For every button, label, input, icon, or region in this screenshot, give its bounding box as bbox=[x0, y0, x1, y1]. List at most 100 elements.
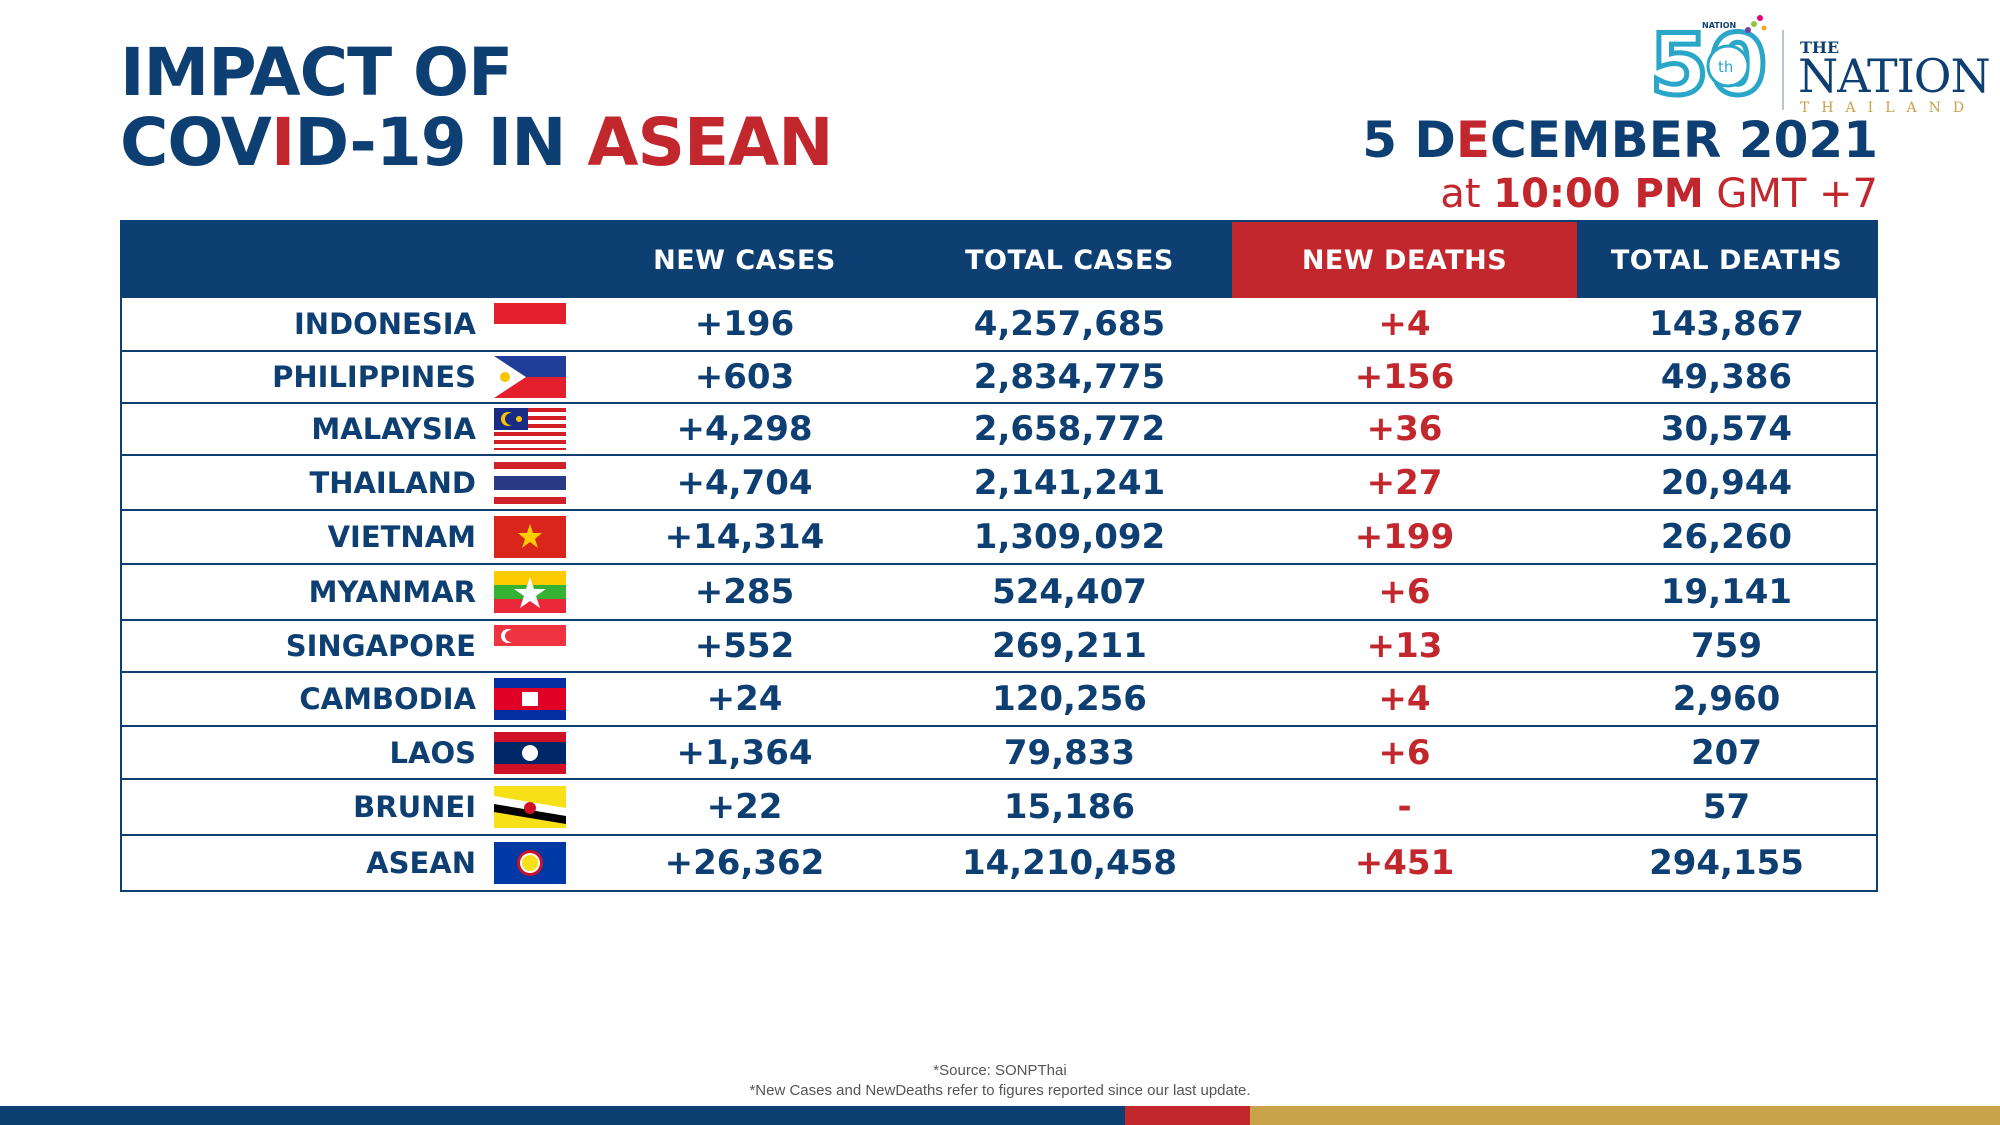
total-cases-cell: 2,834,775 bbox=[973, 357, 1166, 397]
title-part-asean: ASEAN bbox=[587, 104, 833, 181]
new-cases-cell: +1,364 bbox=[676, 732, 813, 773]
country-name: CAMBODIA bbox=[299, 682, 476, 716]
country-cell: SINGAPORE bbox=[122, 621, 582, 671]
bottom-color-bar bbox=[0, 1106, 2000, 1125]
total-cases-cell: 524,407 bbox=[992, 572, 1147, 612]
total-deaths-cell: 207 bbox=[1691, 732, 1762, 773]
country-name: INDONESIA bbox=[294, 307, 476, 341]
total-deaths-cell: 30,574 bbox=[1660, 409, 1793, 449]
nation-thailand-logo: 50 th NATION THE NATION THAILAND bbox=[1648, 14, 1991, 116]
table-header: NEW CASES TOTAL CASES NEW DEATHS TOTAL D… bbox=[122, 222, 1876, 298]
time-suffix: GMT +7 bbox=[1703, 171, 1878, 217]
myanmar-flag-icon bbox=[494, 571, 566, 613]
header-total-deaths: TOTAL DEATHS bbox=[1610, 244, 1843, 276]
new-deaths-cell: +4 bbox=[1378, 304, 1431, 344]
header-new-cases: NEW CASES bbox=[653, 244, 836, 276]
time-prefix: at bbox=[1440, 171, 1494, 217]
thailand-flag-icon bbox=[494, 461, 566, 504]
total-deaths-cell: 143,867 bbox=[1649, 304, 1804, 344]
title-line-1: IMPACT OF bbox=[120, 34, 513, 111]
new-cases-cell: +24 bbox=[706, 679, 783, 719]
new-deaths-cell: +36 bbox=[1366, 409, 1443, 449]
country-cell: BRUNEI bbox=[122, 780, 582, 834]
covid-table: NEW CASES TOTAL CASES NEW DEATHS TOTAL D… bbox=[120, 220, 1878, 892]
philippines-flag-icon bbox=[494, 356, 566, 398]
new-deaths-cell: - bbox=[1397, 787, 1412, 827]
total-cases-cell: 79,833 bbox=[1003, 732, 1136, 773]
vietnam-flag-icon bbox=[494, 516, 566, 558]
country-cell: MYANMAR bbox=[122, 565, 582, 619]
logo-divider bbox=[1782, 30, 1784, 110]
country-name: PHILIPPINES bbox=[272, 360, 476, 394]
country-name: SINGAPORE bbox=[285, 629, 476, 663]
new-deaths-cell: +27 bbox=[1366, 462, 1443, 503]
report-date: 5 DECEMBER 2021 bbox=[1362, 112, 1878, 168]
title-part-i: I bbox=[270, 104, 296, 181]
table-row: PHILIPPINES +603 2,834,775 +156 49,386 bbox=[122, 350, 1876, 402]
anniv-mini-text: NATION bbox=[1702, 21, 1736, 30]
table-row: MYANMAR +285 524,407 +6 19,141 bbox=[122, 563, 1876, 619]
title-part-cov: COV bbox=[120, 104, 272, 181]
bottom-bar-navy bbox=[0, 1106, 1125, 1125]
brunei-flag-icon bbox=[494, 786, 566, 828]
indonesia-flag-icon bbox=[494, 303, 566, 345]
singapore-flag-icon bbox=[494, 625, 566, 667]
country-cell: LAOS bbox=[122, 727, 582, 778]
new-cases-cell: +196 bbox=[694, 304, 795, 344]
new-cases-cell: +285 bbox=[694, 572, 795, 612]
header-country bbox=[122, 222, 582, 298]
report-time: at 10:00 PM GMT +7 bbox=[1440, 170, 1878, 218]
new-deaths-cell: +199 bbox=[1354, 517, 1455, 557]
new-deaths-cell: +6 bbox=[1378, 732, 1431, 773]
note-footnote: *New Cases and NewDeaths refer to figure… bbox=[749, 1082, 1251, 1099]
total-cases-cell: 269,211 bbox=[992, 626, 1147, 666]
total-deaths-cell: 49,386 bbox=[1660, 357, 1793, 397]
logo-the-text: THE bbox=[1800, 38, 1840, 57]
table-row: SINGAPORE +552 269,211 +13 759 bbox=[122, 619, 1876, 671]
country-name: MYANMAR bbox=[308, 575, 476, 609]
total-deaths-cell: 294,155 bbox=[1649, 843, 1804, 883]
total-cases-cell: 120,256 bbox=[992, 679, 1147, 719]
total-deaths-cell: 57 bbox=[1702, 787, 1751, 827]
country-name: LAOS bbox=[389, 735, 476, 770]
laos-flag-icon bbox=[494, 731, 566, 774]
new-cases-cell: +26,362 bbox=[664, 843, 825, 883]
table-row: CAMBODIA +24 120,256 +4 2,960 bbox=[122, 671, 1876, 725]
date-part-1: 5 D bbox=[1362, 111, 1456, 169]
asean-flag-icon bbox=[494, 842, 566, 884]
source-footnote: *Source: SONPThai bbox=[933, 1062, 1067, 1079]
total-deaths-cell: 759 bbox=[1691, 626, 1762, 666]
table-row: THAILAND +4,704 2,141,241 +27 20,944 bbox=[122, 454, 1876, 509]
country-cell: INDONESIA bbox=[122, 298, 582, 350]
country-cell: PHILIPPINES bbox=[122, 352, 582, 402]
new-cases-cell: +4,298 bbox=[676, 409, 813, 449]
country-cell: CAMBODIA bbox=[122, 673, 582, 725]
total-deaths-cell: 26,260 bbox=[1660, 517, 1793, 557]
country-cell: THAILAND bbox=[122, 456, 582, 509]
bottom-bar-gold bbox=[1250, 1106, 2000, 1125]
total-cases-cell: 4,257,685 bbox=[973, 304, 1166, 344]
total-cases-cell: 1,309,092 bbox=[973, 517, 1166, 557]
malaysia-flag-icon bbox=[494, 408, 566, 450]
country-name: BRUNEI bbox=[353, 790, 476, 824]
new-deaths-cell: +13 bbox=[1366, 626, 1443, 666]
header-total-cases: TOTAL CASES bbox=[965, 244, 1174, 276]
time-bold: 10:00 PM bbox=[1493, 171, 1704, 217]
country-cell: MALAYSIA bbox=[122, 404, 582, 454]
new-deaths-cell: +6 bbox=[1378, 572, 1431, 612]
new-cases-cell: +14,314 bbox=[664, 517, 825, 557]
table-row: ASEAN +26,362 14,210,458 +451 294,155 bbox=[122, 834, 1876, 890]
table-row: VIETNAM +14,314 1,309,092 +199 26,260 bbox=[122, 509, 1876, 563]
new-deaths-cell: +451 bbox=[1354, 843, 1455, 883]
new-cases-cell: +552 bbox=[694, 626, 795, 666]
new-deaths-cell: +156 bbox=[1354, 357, 1455, 397]
new-deaths-cell: +4 bbox=[1378, 679, 1431, 719]
total-deaths-cell: 19,141 bbox=[1660, 572, 1793, 612]
title-line-2: COVID-19 IN ASEAN bbox=[120, 108, 833, 178]
country-name: VIETNAM bbox=[327, 520, 476, 554]
new-cases-cell: +4,704 bbox=[676, 462, 813, 503]
total-cases-cell: 2,141,241 bbox=[973, 462, 1166, 503]
table-row: BRUNEI +22 15,186 - 57 bbox=[122, 778, 1876, 834]
anniv-sup: th bbox=[1718, 58, 1733, 76]
total-cases-cell: 15,186 bbox=[1003, 787, 1136, 827]
